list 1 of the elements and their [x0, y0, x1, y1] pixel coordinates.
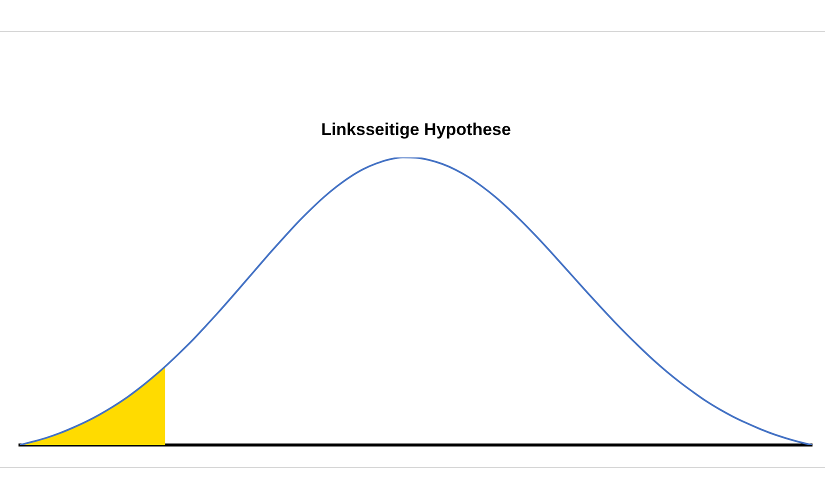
chart-title: Linksseitige Hypothese	[321, 120, 511, 139]
